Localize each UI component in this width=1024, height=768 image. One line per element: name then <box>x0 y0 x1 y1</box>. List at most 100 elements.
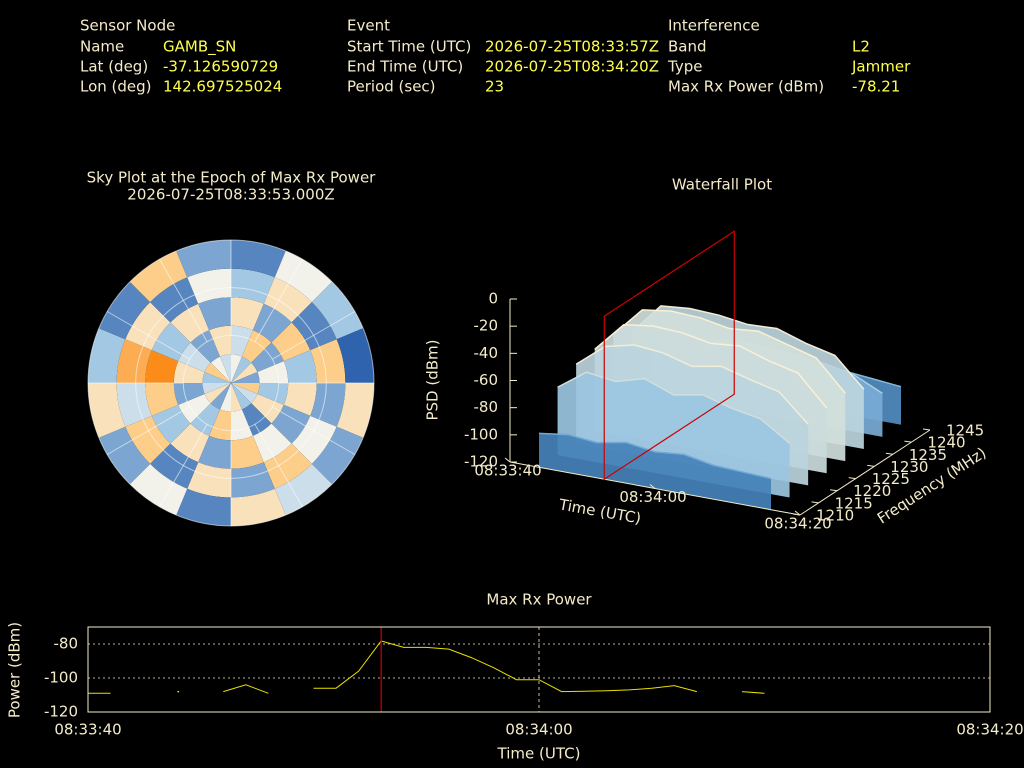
sky-cell <box>198 297 231 331</box>
sky-cell <box>190 403 221 436</box>
field-value: Jammer <box>851 58 911 76</box>
azimuth-spoke <box>106 406 190 455</box>
sky-cell <box>263 443 312 489</box>
sky-cell <box>187 268 231 304</box>
sky-cell <box>210 356 231 383</box>
frequency-tick-label: 1230 <box>890 458 928 476</box>
azimuth-spoke <box>159 258 208 342</box>
sky-cell <box>311 281 364 340</box>
sky-cell <box>283 383 317 416</box>
sky-cell <box>231 383 260 394</box>
frequency-tick <box>904 440 912 443</box>
sky-cell <box>283 350 317 383</box>
frequency-tick-label: 1225 <box>872 470 910 488</box>
sky-cell <box>178 393 211 424</box>
azimuth-spoke <box>254 258 303 342</box>
psd-ridge <box>631 305 865 390</box>
sky-cell <box>252 303 292 343</box>
y-axis-label: Power (dBm) <box>6 622 24 718</box>
sky-cell <box>310 339 346 383</box>
sky-cell <box>257 361 289 383</box>
sky-cell <box>145 383 179 416</box>
sky-cell <box>310 383 346 427</box>
z-tick-label: -80 <box>474 398 499 416</box>
sky-cell <box>231 435 264 469</box>
frequency-tick <box>811 501 819 504</box>
sky-cell <box>231 268 275 304</box>
field-value: 23 <box>485 78 504 96</box>
sky-cell <box>151 322 191 362</box>
azimuth-spoke <box>254 424 303 508</box>
sky-cell <box>151 404 191 444</box>
power-point <box>177 690 180 693</box>
sky-cell <box>129 463 188 516</box>
sky-cell <box>231 383 258 404</box>
sky-cell <box>231 409 253 441</box>
sky-cell <box>129 250 188 303</box>
sky-cell <box>336 383 374 438</box>
frequency-tick-label: 1215 <box>835 494 873 512</box>
sky-cell <box>198 435 231 469</box>
frequency-tick-label: 1240 <box>927 434 965 452</box>
frequency-tick <box>830 489 838 492</box>
sky-cell <box>271 322 311 362</box>
chart-title: Waterfall Plot <box>672 176 772 194</box>
frequency-tick <box>885 452 893 455</box>
field-value: L2 <box>852 38 870 56</box>
sky-cell <box>176 240 231 278</box>
sky-cell <box>220 354 231 383</box>
section-title: Interference <box>668 17 760 35</box>
power-line <box>313 640 697 693</box>
x-axis-label: Time (UTC) <box>497 745 581 763</box>
surface-shade <box>557 372 790 498</box>
y-tick-label: -120 <box>44 703 78 721</box>
surface-shade <box>539 433 771 510</box>
sky-cell <box>291 302 337 351</box>
sky-cell <box>231 354 242 383</box>
time-tick <box>504 457 511 463</box>
sky-cell <box>170 303 210 343</box>
z-axis-label: PSD (dBm) <box>424 339 442 420</box>
sky-cell <box>231 383 242 412</box>
chart-subtitle: 2026-07-25T08:33:53.000Z <box>127 186 334 204</box>
sky-cell <box>98 281 151 340</box>
field-value: 2026-07-25T08:34:20Z <box>485 58 659 76</box>
sky-cell <box>187 462 231 498</box>
sky-cell <box>257 383 289 405</box>
sky-cell <box>231 462 275 498</box>
frequency-tick-label: 1235 <box>909 446 947 464</box>
field-value: GAMB_SN <box>163 38 236 57</box>
sky-cell <box>241 330 272 363</box>
plot-frame <box>87 626 991 713</box>
power-line <box>223 684 269 694</box>
chart-title: Max Rx Power <box>486 591 592 609</box>
psd-ridge <box>557 371 791 444</box>
sky-cell <box>231 297 264 331</box>
sky-cell <box>291 415 337 464</box>
azimuth-spoke <box>106 311 190 360</box>
sky-cell <box>231 372 260 383</box>
sky-cell <box>202 372 231 383</box>
frequency-tick <box>792 513 801 516</box>
time-tick-label: 08:34:20 <box>764 515 831 533</box>
z-tick-label: 0 <box>488 290 498 308</box>
sky-cell <box>170 423 210 463</box>
section-title: Sensor Node <box>80 17 175 35</box>
azimuth-spoke <box>272 406 356 455</box>
frequency-tick-label: 1245 <box>946 422 984 440</box>
sky-cell <box>231 383 252 410</box>
x-tick-label: 08:33:40 <box>54 721 121 739</box>
field-label: Start Time (UTC) <box>347 38 471 56</box>
sky-cell <box>178 342 211 373</box>
psd-ridge <box>612 309 846 394</box>
field-value: 142.697525024 <box>163 78 282 96</box>
z-tick-label: -20 <box>474 317 499 335</box>
sky-cell <box>125 302 171 351</box>
time-tick <box>794 510 801 516</box>
frequency-tick-label: 1210 <box>816 507 854 525</box>
sky-cell <box>204 362 231 383</box>
sky-cell <box>202 383 231 394</box>
sky-cell <box>231 325 253 357</box>
field-label: End Time (UTC) <box>347 58 463 76</box>
